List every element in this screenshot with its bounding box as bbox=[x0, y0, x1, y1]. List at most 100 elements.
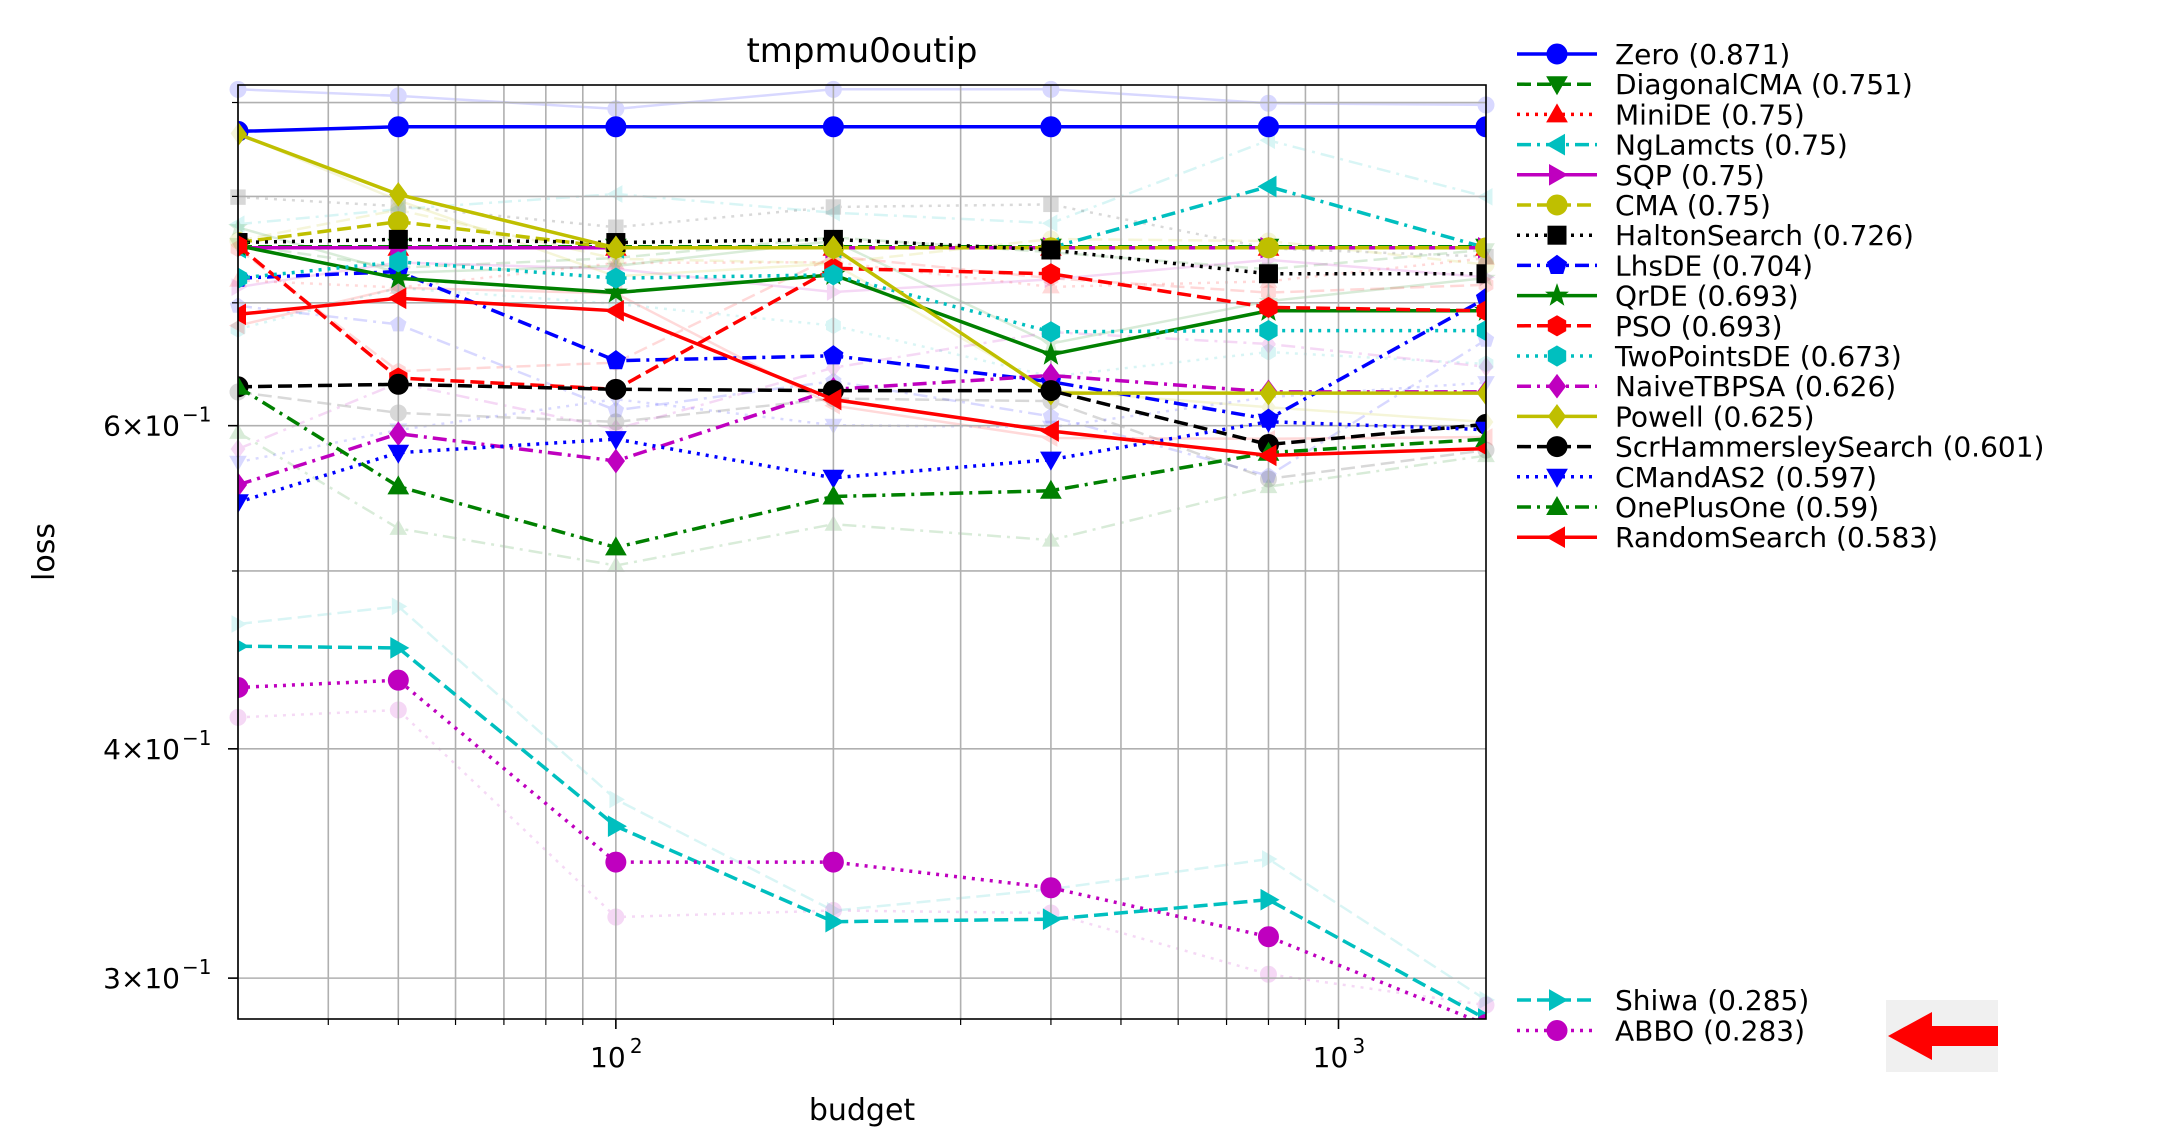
data-point bbox=[1475, 237, 1486, 259]
faded-data-point bbox=[1262, 850, 1278, 868]
data-point bbox=[825, 910, 845, 933]
data-point bbox=[822, 469, 845, 489]
legend-item: DiagonalCMA (0.751) bbox=[1517, 68, 1913, 101]
data-point bbox=[238, 494, 249, 514]
series bbox=[238, 637, 1486, 1019]
arrow-left-icon bbox=[1888, 1012, 1998, 1060]
legend-item: Powell (0.625) bbox=[1517, 400, 1815, 433]
legend-marker bbox=[1547, 404, 1567, 429]
data-point bbox=[1040, 451, 1062, 471]
legend-item: ScrHammersleySearch (0.601) bbox=[1517, 431, 2044, 464]
data-point bbox=[387, 444, 410, 464]
data-point bbox=[1475, 428, 1486, 448]
legend-item: RandomSearch (0.583) bbox=[1517, 521, 1938, 554]
data-point bbox=[1474, 442, 1486, 455]
highlight-arrow bbox=[1886, 1000, 1998, 1072]
legend-item: NgLamcts (0.75) bbox=[1517, 129, 1848, 162]
data-point bbox=[1476, 380, 1486, 406]
legend-label: CMandAS2 (0.597) bbox=[1615, 461, 1877, 494]
data-point bbox=[238, 121, 248, 147]
series-lines bbox=[238, 116, 1486, 1019]
legend-marker bbox=[1546, 254, 1568, 274]
data-point bbox=[388, 229, 408, 249]
legend-label: HaltonSearch (0.726) bbox=[1615, 219, 1914, 252]
data-point bbox=[1039, 342, 1063, 365]
y-tick-label: 6×10 bbox=[103, 410, 180, 443]
data-point bbox=[605, 378, 627, 400]
data-point bbox=[238, 676, 249, 698]
data-point bbox=[387, 211, 409, 233]
data-point bbox=[824, 235, 843, 261]
data-point bbox=[238, 639, 250, 653]
data-point bbox=[606, 235, 626, 261]
y-tick-label: 3×10 bbox=[103, 962, 180, 995]
legend-marker bbox=[1545, 133, 1565, 156]
series bbox=[238, 116, 1486, 142]
data-point bbox=[822, 116, 844, 138]
legend-label: CMA (0.75) bbox=[1615, 189, 1771, 222]
data-point bbox=[1041, 263, 1061, 285]
x-tick-exponent: 3 bbox=[1352, 1034, 1365, 1058]
legend-marker bbox=[1547, 345, 1567, 367]
data-point bbox=[387, 116, 409, 138]
faded-data-point bbox=[391, 597, 408, 616]
data-point bbox=[387, 669, 409, 691]
data-point bbox=[823, 345, 844, 365]
legend-label: DiagonalCMA (0.751) bbox=[1615, 68, 1913, 101]
legend: Zero (0.871)DiagonalCMA (0.751)MiniDE (0… bbox=[1517, 38, 2044, 1048]
legend-label: OnePlusOne (0.59) bbox=[1615, 491, 1879, 524]
data-point bbox=[1259, 380, 1278, 406]
data-point bbox=[605, 851, 627, 873]
faded-data-point bbox=[606, 185, 623, 203]
legend-marker bbox=[1546, 436, 1568, 458]
faded-data-point bbox=[1479, 991, 1496, 1009]
legend-item: MiniDE (0.75) bbox=[1517, 98, 1805, 131]
data-point bbox=[387, 373, 409, 395]
data-point bbox=[1475, 116, 1486, 138]
legend-item: HaltonSearch (0.726) bbox=[1517, 219, 1914, 252]
data-point bbox=[1041, 240, 1061, 260]
data-point bbox=[1260, 888, 1280, 911]
legend-marker bbox=[1549, 163, 1569, 186]
legend-label: NgLamcts (0.75) bbox=[1615, 129, 1848, 162]
series bbox=[238, 287, 1486, 467]
legend-item: PSO (0.693) bbox=[1517, 310, 1783, 343]
legend-label: ScrHammersleySearch (0.601) bbox=[1615, 431, 2044, 464]
data-point bbox=[605, 350, 626, 370]
data-point bbox=[1257, 175, 1277, 198]
data-point bbox=[238, 303, 246, 326]
legend-marker bbox=[1545, 283, 1569, 306]
legend-item: OnePlusOne (0.59) bbox=[1517, 491, 1879, 524]
y-axis-label: loss bbox=[27, 523, 62, 581]
legend-marker bbox=[1547, 225, 1567, 245]
legend-marker bbox=[1546, 194, 1568, 216]
legend-marker bbox=[1546, 468, 1568, 488]
legend-item: Zero (0.871) bbox=[1517, 38, 1790, 71]
y-tick-label: 4×10 bbox=[103, 733, 180, 766]
data-point bbox=[1257, 413, 1280, 433]
data-point bbox=[238, 375, 249, 395]
series bbox=[238, 413, 1486, 514]
x-tick-label: 10 bbox=[1313, 1041, 1349, 1074]
data-point bbox=[824, 264, 843, 286]
legend-item: TwoPointsDE (0.673) bbox=[1517, 340, 1902, 373]
data-point bbox=[238, 235, 248, 257]
legend-marker bbox=[1545, 526, 1565, 549]
faded-data-point bbox=[228, 215, 245, 234]
legend-label: TwoPointsDE (0.673) bbox=[1614, 340, 1902, 373]
data-point bbox=[1039, 420, 1059, 442]
data-point bbox=[1476, 300, 1486, 322]
legend-label: PSO (0.693) bbox=[1615, 310, 1783, 343]
data-point bbox=[1257, 444, 1277, 467]
data-point bbox=[1259, 320, 1278, 342]
x-axis-label: budget bbox=[809, 1093, 916, 1128]
legend-item: QrDE (0.693) bbox=[1517, 280, 1799, 313]
data-point bbox=[386, 265, 411, 289]
data-point bbox=[822, 485, 845, 505]
legend-label: RandomSearch (0.583) bbox=[1615, 521, 1938, 554]
legend-item: CMandAS2 (0.597) bbox=[1517, 461, 1877, 494]
data-point bbox=[1042, 908, 1062, 931]
data-point bbox=[1257, 116, 1279, 138]
legend-item: Shiwa (0.285) bbox=[1517, 984, 1809, 1017]
series bbox=[238, 669, 1486, 1019]
